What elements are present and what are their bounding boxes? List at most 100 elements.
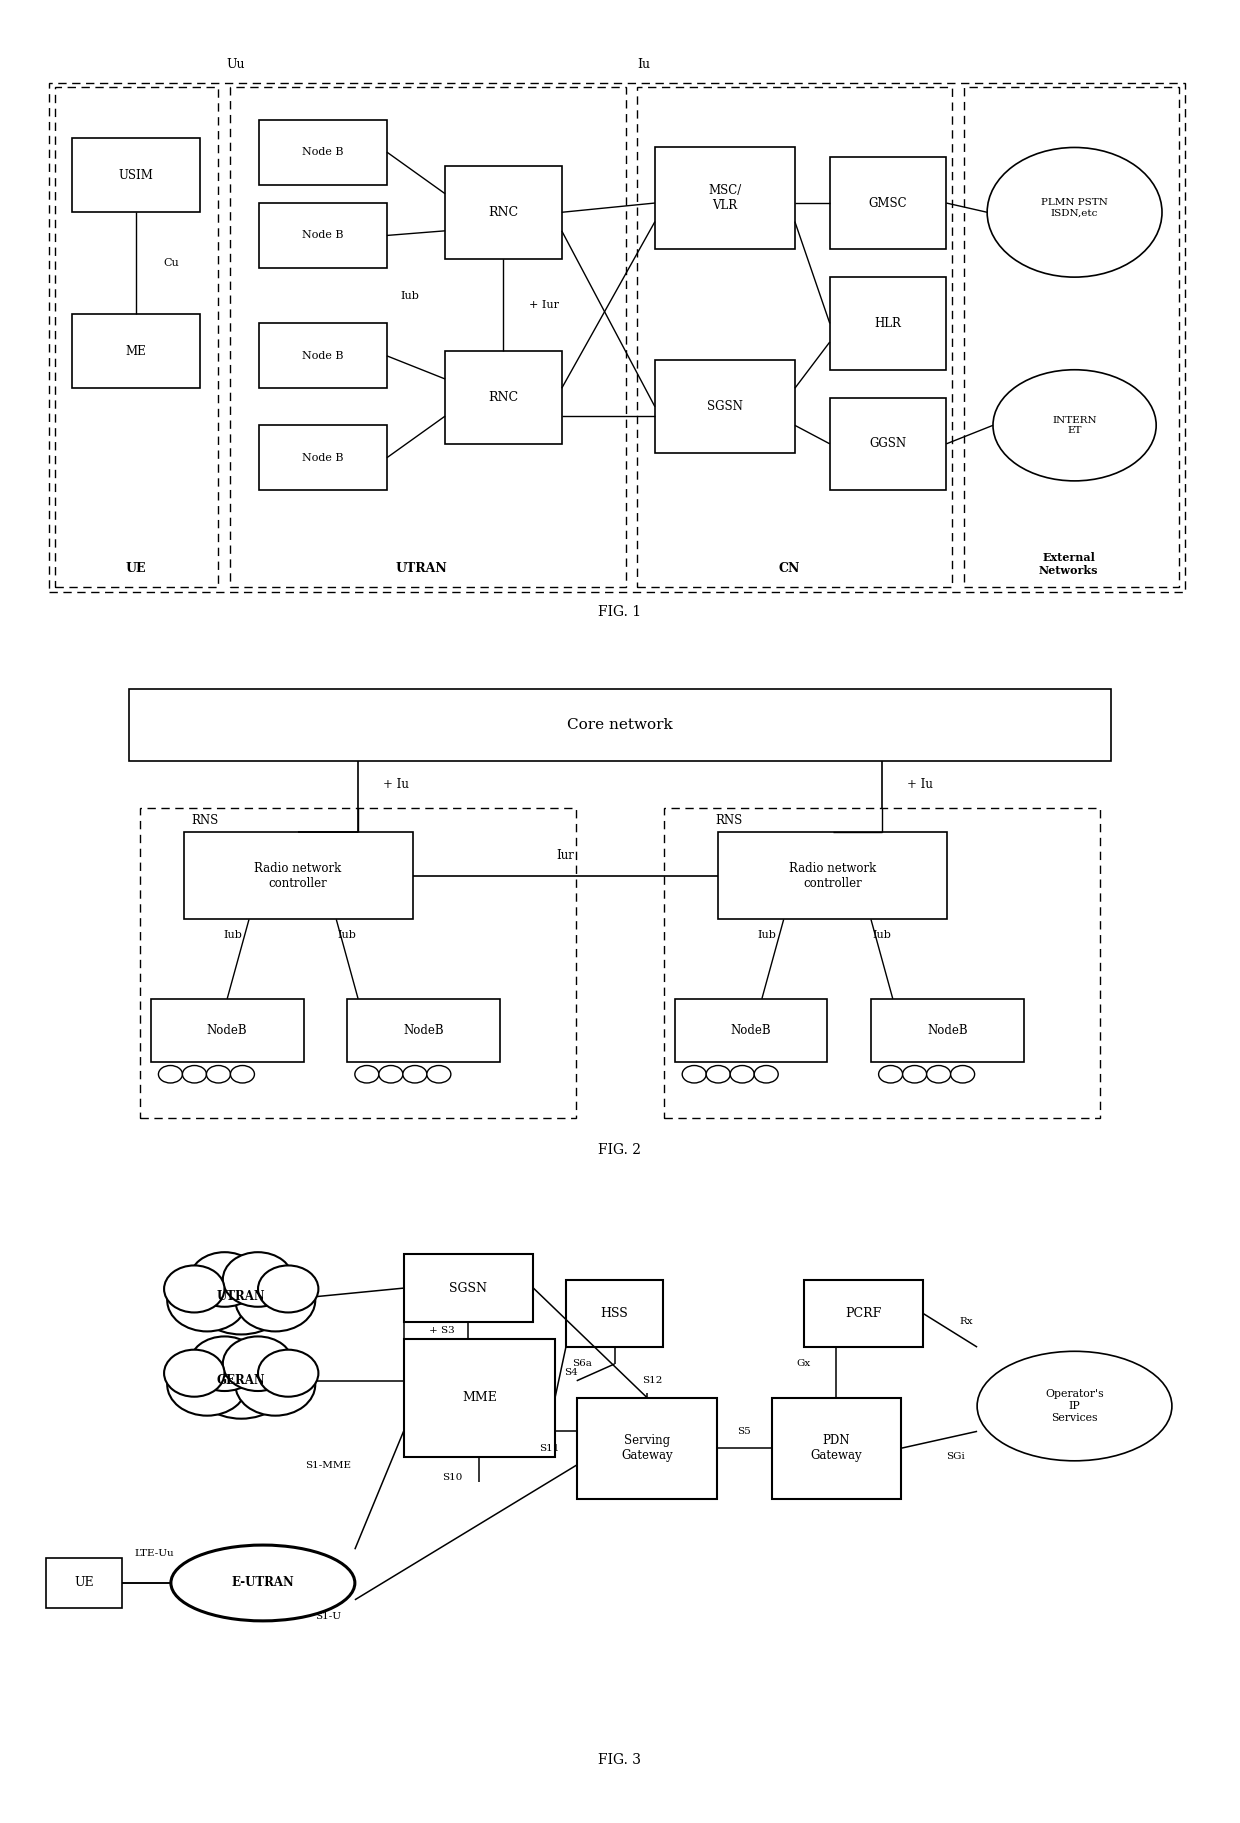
Bar: [675, 999, 827, 1063]
Text: Gx: Gx: [797, 1360, 811, 1369]
Text: GGSN: GGSN: [869, 438, 906, 450]
Text: MME: MME: [461, 1391, 497, 1404]
Bar: [259, 202, 387, 268]
Ellipse shape: [206, 1065, 231, 1083]
Circle shape: [192, 1258, 290, 1334]
Circle shape: [167, 1269, 247, 1331]
Text: Radio network
controller: Radio network controller: [254, 862, 342, 890]
Text: + Iu: + Iu: [908, 778, 932, 791]
Bar: [565, 1280, 663, 1347]
Text: S10: S10: [443, 1473, 463, 1482]
Text: FIG. 2: FIG. 2: [599, 1143, 641, 1156]
Ellipse shape: [159, 1065, 182, 1083]
Circle shape: [164, 1265, 224, 1313]
Ellipse shape: [182, 1065, 206, 1083]
Text: Iub: Iub: [223, 930, 242, 941]
Text: + Iu: + Iu: [383, 778, 409, 791]
Text: MSC/
VLR: MSC/ VLR: [708, 184, 742, 213]
Text: HSS: HSS: [600, 1307, 629, 1320]
Bar: [870, 999, 1024, 1063]
Ellipse shape: [926, 1065, 951, 1083]
Text: Cu: Cu: [164, 259, 179, 268]
Circle shape: [258, 1349, 319, 1396]
Bar: [48, 82, 1185, 592]
Ellipse shape: [231, 1065, 254, 1083]
Ellipse shape: [951, 1065, 975, 1083]
Bar: [655, 361, 795, 454]
Text: S4: S4: [564, 1367, 578, 1376]
Text: S1-MME: S1-MME: [305, 1460, 351, 1469]
Ellipse shape: [707, 1065, 730, 1083]
Text: Rx: Rx: [960, 1318, 973, 1327]
Text: INTERN
ET: INTERN ET: [1053, 416, 1097, 436]
Text: RNS: RNS: [192, 813, 219, 826]
Text: RNS: RNS: [715, 813, 743, 826]
Text: E-UTRAN: E-UTRAN: [232, 1577, 294, 1590]
Circle shape: [236, 1353, 315, 1416]
Bar: [129, 689, 1111, 760]
Text: UTRAN: UTRAN: [396, 561, 448, 576]
Text: UE: UE: [74, 1577, 94, 1590]
Text: Iub: Iub: [337, 930, 357, 941]
Text: S1-U: S1-U: [315, 1612, 341, 1621]
Bar: [46, 1557, 123, 1608]
Text: Iur: Iur: [557, 850, 574, 862]
Text: GERAN: GERAN: [217, 1375, 265, 1387]
Text: USIM: USIM: [119, 170, 154, 182]
Text: Node B: Node B: [303, 350, 343, 361]
Ellipse shape: [903, 1065, 926, 1083]
Ellipse shape: [730, 1065, 754, 1083]
Bar: [718, 831, 947, 919]
Text: CN: CN: [779, 561, 800, 576]
Text: PLMN PSTN
ISDN,etc: PLMN PSTN ISDN,etc: [1042, 199, 1109, 217]
Bar: [151, 999, 304, 1063]
Bar: [347, 999, 500, 1063]
Text: PCRF: PCRF: [846, 1307, 882, 1320]
Bar: [830, 397, 946, 490]
Text: RNC: RNC: [489, 206, 518, 219]
Ellipse shape: [977, 1351, 1172, 1460]
Circle shape: [223, 1336, 293, 1391]
Text: S5: S5: [738, 1427, 751, 1437]
Text: UE: UE: [126, 561, 146, 576]
Text: RNC: RNC: [489, 390, 518, 405]
Bar: [184, 831, 413, 919]
Bar: [259, 120, 387, 184]
Ellipse shape: [754, 1065, 779, 1083]
Text: + Iur: + Iur: [529, 301, 559, 310]
Text: Radio network
controller: Radio network controller: [789, 862, 877, 890]
Circle shape: [258, 1265, 319, 1313]
Text: Iu: Iu: [637, 58, 650, 71]
Bar: [229, 88, 626, 587]
Text: UTRAN: UTRAN: [217, 1291, 265, 1303]
Bar: [804, 1280, 923, 1347]
Ellipse shape: [987, 148, 1162, 277]
Text: FIG. 3: FIG. 3: [599, 1754, 641, 1766]
Text: FIG. 1: FIG. 1: [599, 605, 641, 620]
Text: GMSC: GMSC: [869, 197, 908, 210]
Circle shape: [190, 1252, 259, 1307]
Text: LTE-Uu: LTE-Uu: [135, 1550, 175, 1559]
Bar: [771, 1398, 901, 1499]
Text: External
Networks: External Networks: [1039, 552, 1099, 576]
Bar: [72, 314, 201, 388]
Text: Node B: Node B: [303, 230, 343, 241]
Ellipse shape: [682, 1065, 707, 1083]
Bar: [72, 139, 201, 211]
Bar: [259, 425, 387, 490]
Circle shape: [236, 1269, 315, 1331]
Text: + S3: + S3: [429, 1325, 454, 1334]
Ellipse shape: [879, 1065, 903, 1083]
Bar: [663, 808, 1100, 1117]
Bar: [403, 1338, 556, 1457]
Ellipse shape: [427, 1065, 451, 1083]
Text: SGSN: SGSN: [707, 401, 743, 414]
Text: Node B: Node B: [303, 148, 343, 157]
Text: S12: S12: [642, 1376, 662, 1385]
Ellipse shape: [355, 1065, 379, 1083]
Text: S11: S11: [539, 1444, 559, 1453]
Bar: [577, 1398, 718, 1499]
Circle shape: [164, 1349, 224, 1396]
Text: PDN
Gateway: PDN Gateway: [811, 1435, 862, 1462]
Circle shape: [223, 1252, 293, 1307]
